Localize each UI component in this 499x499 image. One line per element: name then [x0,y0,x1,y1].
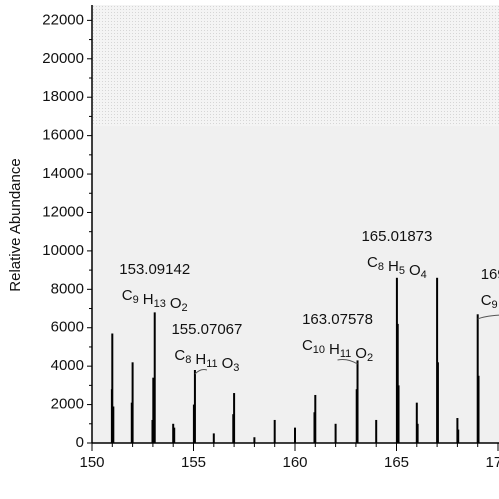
peak [396,323,399,443]
peak [457,429,460,443]
element-symbol: H [329,341,340,358]
peak-formula: C8 H5 O4 [367,254,427,281]
peak [152,377,155,443]
element-count: 3 [233,362,239,374]
peak-formula: C9 H13 O2 [122,287,188,314]
element-symbol: O [170,295,182,312]
peak [153,312,156,443]
element-count: 9 [492,299,498,311]
element-symbol: C [481,292,492,309]
peak [193,370,196,443]
element-symbol: C [174,347,185,364]
plot-background-upper [92,5,499,127]
element-count: 4 [421,269,427,281]
peak [172,423,175,443]
peak [375,419,378,443]
y-tick-label: 10000 [42,242,84,259]
element-count: 8 [378,261,384,273]
peak [436,362,439,443]
peak [151,419,154,443]
peak [232,414,235,443]
y-tick-label: 2000 [51,396,84,413]
element-symbol: C [367,254,378,271]
peak [477,375,480,443]
element-count: 9 [133,294,139,306]
x-tick-label: 155 [181,454,206,471]
peak-formula: C10 H11 O2 [302,337,373,364]
peak [111,333,114,443]
element-symbol: H [388,258,399,275]
y-axis-label: Relative Abundance [7,158,24,291]
element-symbol: O [222,355,234,372]
element-count: 11 [206,358,217,370]
element-symbol: O [409,262,421,279]
y-tick-label: 16000 [42,127,84,144]
y-tick-label: 14000 [42,165,84,182]
element-symbol: O [355,345,367,362]
element-symbol: C [302,337,313,354]
element-symbol: C [122,287,133,304]
peak [355,389,358,443]
peak-formula: C9H [481,292,499,313]
peak [334,423,337,443]
y-tick-label: 0 [76,434,84,451]
peak-mass-label: 165.01873 [361,228,432,245]
peak [436,277,439,443]
x-tick-label: 160 [282,454,307,471]
element-count: 10 [313,344,325,356]
x-tick-label: 150 [79,454,104,471]
element-count: 2 [367,352,373,364]
element-count: 11 [340,348,351,360]
element-count: 13 [154,298,166,310]
peak-mass-label: 163.07578 [302,311,373,328]
peak [416,423,419,443]
leader-line [337,359,358,365]
peak [173,427,176,443]
peak-mass-label: 153.09142 [119,261,190,278]
y-tick-label: 20000 [42,50,84,67]
peak [130,402,133,443]
peak [273,419,276,443]
leader-line [194,369,208,375]
element-symbol: H [195,351,206,368]
peak-formula: C8 H11 O3 [174,347,239,374]
peak [313,412,316,443]
y-tick-label: 18000 [42,88,84,105]
y-tick-label: 8000 [51,280,84,297]
element-count: 2 [182,302,188,314]
peak [212,433,215,443]
y-tick-label: 22000 [42,11,84,28]
element-symbol: H [143,291,154,308]
y-tick-label: 6000 [51,319,84,336]
peak-mass-label: 169.0 [481,266,499,283]
peak [192,404,195,443]
peak [110,389,113,443]
y-tick-label: 4000 [51,357,84,374]
peak-mass-label: 155.07067 [171,321,242,338]
element-count: 5 [399,265,405,277]
peak [112,406,115,443]
x-tick-label: 170 [485,454,499,471]
x-tick-label: 165 [384,454,409,471]
element-count: 8 [185,354,191,366]
leader-line [477,314,499,320]
peak [253,437,256,443]
peak [415,402,418,443]
peak [397,385,400,443]
peak [294,427,296,443]
y-tick-label: 12000 [42,203,84,220]
